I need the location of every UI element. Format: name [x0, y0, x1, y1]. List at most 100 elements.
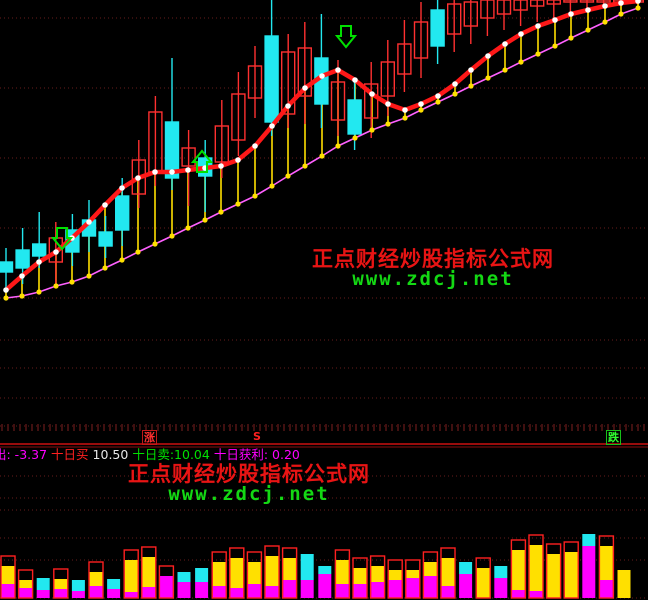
candle-body-up — [380, 61, 395, 97]
buy-arrow-icon — [190, 149, 214, 173]
ma-slow-dot — [152, 241, 158, 247]
ma-fast-dot — [218, 163, 224, 169]
volume-panel[interactable] — [0, 504, 648, 600]
volume-bar-magenta — [19, 588, 33, 598]
volume-bar-outline — [281, 547, 298, 599]
volume-bar-magenta — [459, 574, 473, 598]
ma-fast-dot — [385, 101, 391, 107]
ma-slow-dot — [36, 289, 42, 295]
volume-bar-yellow — [529, 545, 543, 591]
volume-bar-magenta — [441, 586, 455, 598]
status-segment-3: 十日卖:10.04 — [132, 447, 210, 462]
ma-fast-dot — [152, 169, 158, 175]
volume-bar-cyan — [195, 568, 209, 582]
volume-bar-magenta — [159, 576, 173, 598]
fall-marker: 跌 — [606, 430, 621, 445]
ma-fast-dot — [119, 185, 125, 191]
ma-slow-dot — [335, 143, 341, 149]
price-chart-canvas[interactable] — [0, 0, 648, 424]
ma-fast-dot — [369, 91, 375, 97]
volume-bar-outline — [0, 555, 16, 599]
volume-bar-magenta — [494, 578, 508, 598]
volume-bar-cyan — [36, 578, 50, 590]
volume-bar-yellow — [388, 570, 402, 580]
volume-bar-magenta — [423, 576, 437, 598]
ma-fast-dot — [452, 81, 458, 87]
ma-fast-dot — [552, 17, 558, 23]
volume-bar-cyan — [71, 580, 85, 591]
ma-slow-dot — [3, 295, 9, 301]
candle-body-up — [579, 0, 595, 3]
ma-slow-dot — [452, 91, 458, 97]
volume-bar-yellow — [1, 566, 15, 584]
volume-bar-yellow — [564, 552, 578, 598]
volume-bar-yellow — [230, 558, 244, 588]
ma-fast-dot — [86, 219, 92, 225]
volume-bar-yellow — [353, 568, 367, 584]
signal-indicator-panel[interactable] — [0, 424, 648, 504]
ma-slow-dot — [86, 273, 92, 279]
ma-slow-dot — [352, 135, 358, 141]
candle-body-up — [397, 43, 412, 75]
volume-bar-yellow — [441, 558, 455, 586]
volume-bar-magenta — [89, 586, 103, 598]
ma-fast-dot — [269, 123, 275, 129]
candle-body-up — [563, 0, 578, 3]
volume-bar-yellow — [423, 562, 437, 576]
volume-bar-magenta — [353, 584, 367, 598]
candle-body-up — [513, 0, 528, 11]
volume-bar-yellow — [476, 568, 490, 598]
volume-bar-outline — [369, 555, 386, 599]
volume-bar-yellow — [617, 570, 631, 598]
ma-slow-dot — [385, 121, 391, 127]
volume-bar-outline — [229, 547, 245, 599]
ma-slow-dot — [319, 153, 325, 159]
ma-slow-dot — [485, 75, 491, 81]
ma-fast-dot — [19, 273, 25, 279]
volume-bar-yellow — [265, 556, 279, 586]
volume-bar-outline — [17, 569, 34, 599]
volume-bar-yellow — [54, 579, 68, 589]
ma-slow-dot — [102, 265, 108, 271]
volume-bar-outline — [528, 534, 544, 599]
ma-fast-dot — [3, 287, 9, 293]
candle-body-up — [231, 93, 246, 141]
ma-fast-dot — [568, 11, 574, 17]
ma-slow-dot — [552, 43, 558, 49]
volume-bar-magenta — [388, 580, 402, 598]
signal-panel-canvas[interactable] — [0, 424, 648, 504]
volume-bar-outline — [352, 557, 368, 599]
ma-slow-dot — [602, 19, 608, 25]
candle-body-up — [447, 3, 462, 35]
volume-bar-yellow — [511, 550, 525, 590]
ma-fast-dot — [185, 167, 191, 173]
volume-bar-magenta — [265, 586, 279, 598]
ma-slow-dot — [185, 225, 191, 231]
volume-bar-cyan — [494, 566, 508, 578]
status-segment-1: 十日买 — [51, 447, 89, 462]
ma-slow-dot — [285, 173, 291, 179]
volume-bar-magenta — [54, 589, 68, 598]
price-chart-panel[interactable] — [0, 0, 648, 424]
ma-slow-dot — [269, 183, 275, 189]
volume-bar-outline — [405, 559, 421, 599]
volume-bar-yellow — [547, 554, 561, 598]
volume-bar-outline — [211, 551, 227, 599]
volume-bar-outline — [563, 541, 579, 599]
volume-canvas[interactable] — [0, 504, 648, 600]
ma-slow-dot — [235, 201, 241, 207]
volume-bar-cyan — [177, 572, 191, 582]
volume-bar-magenta — [283, 580, 297, 598]
volume-bar-magenta — [300, 580, 314, 598]
ma-fast-dot — [518, 31, 524, 37]
volume-bar-magenta — [406, 578, 420, 598]
ma-slow-dot — [635, 5, 641, 11]
ma-slow-dot — [618, 11, 624, 17]
candle-body-down — [98, 231, 113, 247]
volume-bar-outline — [387, 559, 403, 599]
ma-slow-dot — [252, 193, 258, 199]
candle-body-down — [264, 35, 279, 123]
ma-fast-dot — [602, 3, 608, 9]
volume-bar-cyan — [107, 579, 121, 589]
volume-bar-cyan — [318, 566, 332, 574]
